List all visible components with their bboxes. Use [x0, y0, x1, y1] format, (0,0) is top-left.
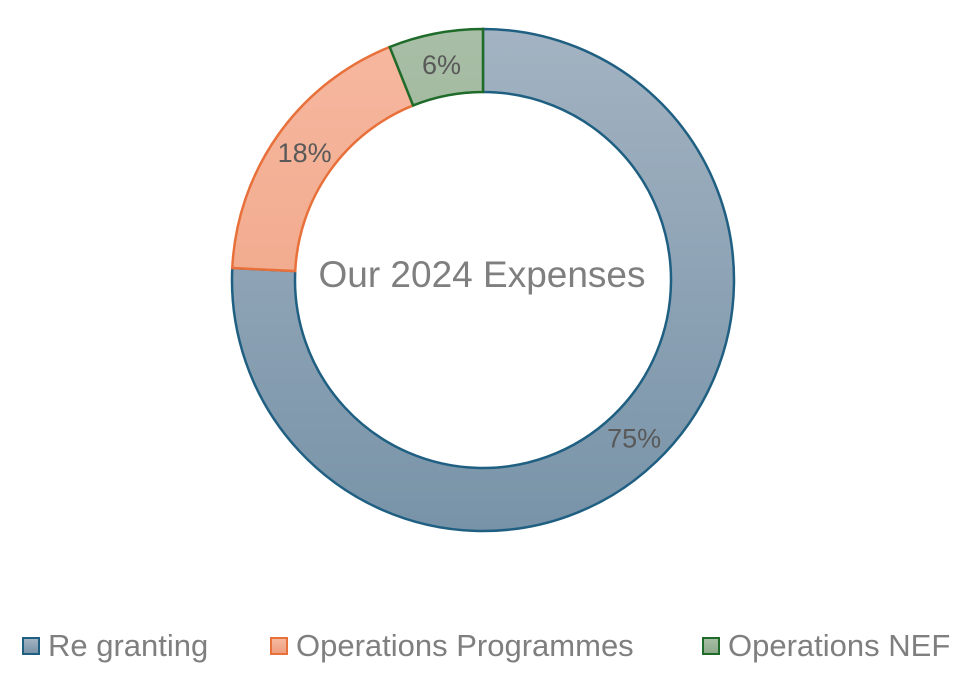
- legend-item-operations-programmes: Operations Programmes: [270, 628, 634, 664]
- legend-item-operations-nef: Operations NEF: [702, 628, 950, 664]
- data-label-operations-programmes: 18%: [278, 138, 332, 168]
- data-label-re-granting: 75%: [607, 423, 661, 453]
- slice-operations-nef: [388, 27, 485, 108]
- legend-label: Re granting: [48, 628, 209, 663]
- chart-title: Our 2024 Expenses: [318, 254, 645, 295]
- chart-legend: Re granting Operations Programmes Operatio…: [0, 628, 969, 668]
- legend-swatch: [702, 637, 720, 655]
- slice-labels: 75% 18% 6%: [278, 50, 662, 454]
- legend-swatch: [22, 637, 40, 655]
- slice-re-granting: [230, 27, 736, 533]
- legend-swatch: [270, 637, 288, 655]
- legend-item-re-granting: Re granting: [22, 628, 208, 664]
- data-label-operations-nef: 6%: [422, 50, 461, 80]
- donut-slices: [230, 27, 736, 533]
- legend-label: Operations Programmes: [296, 628, 634, 663]
- legend-label: Operations NEF: [728, 628, 951, 663]
